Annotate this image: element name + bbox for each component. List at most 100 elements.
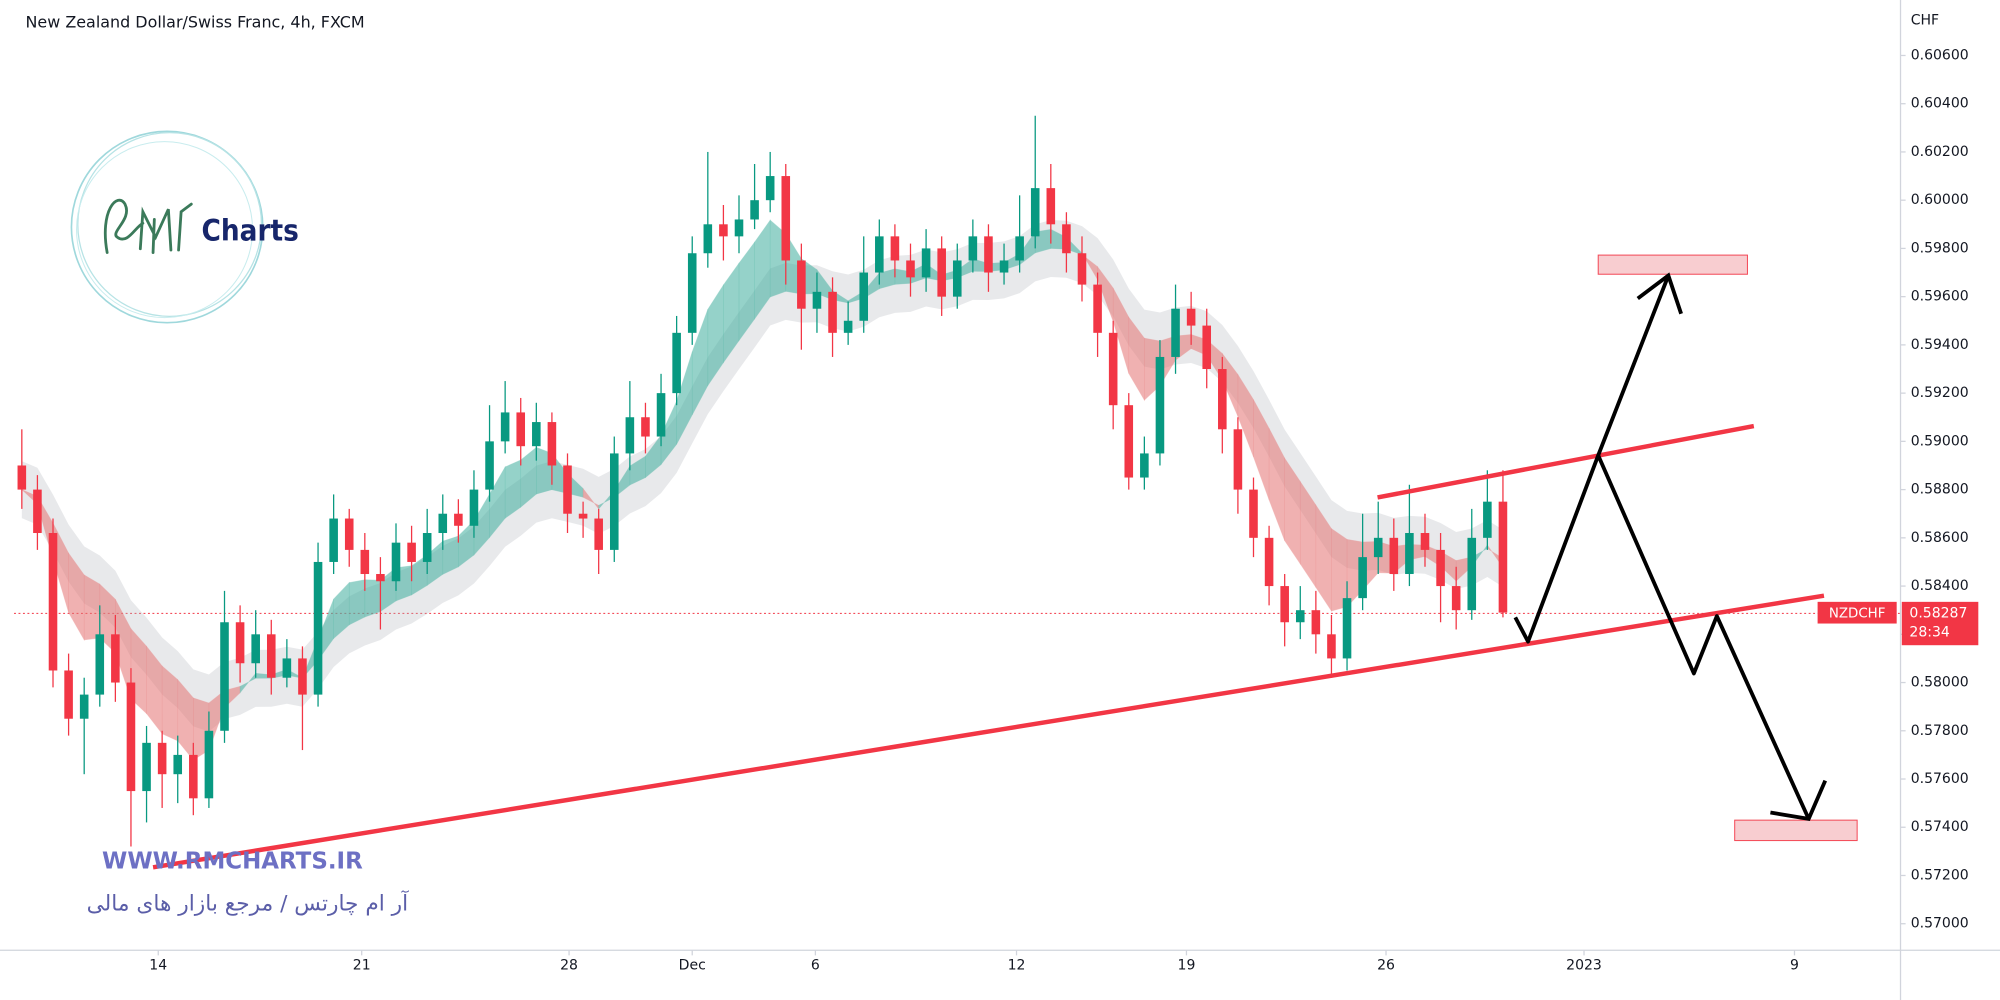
- candle-body: [1186, 308, 1196, 326]
- candle-body: [1046, 188, 1056, 225]
- symbol-tag-bg: [1817, 601, 1897, 624]
- candle-body: [220, 622, 229, 731]
- y-tick-label: 0.58600: [1911, 530, 1969, 546]
- indicator-layer: [21, 219, 1504, 761]
- candle-body: [33, 489, 42, 534]
- logo: Charts: [70, 130, 299, 324]
- candle-body: [282, 658, 292, 678]
- candle-body: [906, 260, 915, 278]
- y-tick-label: 0.58800: [1911, 482, 1969, 498]
- candle-body: [1155, 356, 1165, 454]
- candle-body: [843, 320, 853, 333]
- candle-body: [266, 634, 276, 678]
- candle-body: [391, 542, 401, 582]
- candle-body: [1436, 549, 1445, 587]
- candle-body: [1405, 533, 1414, 575]
- x-tick-label: 2023: [1566, 958, 1602, 974]
- trendline: [152, 593, 1825, 870]
- candle-body: [1483, 501, 1492, 538]
- candle-body: [173, 754, 183, 775]
- y-tick-label: 0.57400: [1911, 819, 1969, 835]
- candle-body: [1062, 224, 1071, 254]
- y-tick-label: 0.59200: [1911, 385, 1969, 401]
- candle-body: [765, 176, 775, 201]
- candle-body: [204, 730, 214, 799]
- candle-body: [672, 332, 681, 394]
- candle-body: [656, 393, 666, 437]
- x-tick-label: 26: [1377, 958, 1395, 974]
- candle-body: [1498, 501, 1508, 613]
- candle-body: [875, 236, 884, 273]
- candle-body: [1171, 308, 1180, 357]
- candle-body: [235, 622, 245, 664]
- candle-body: [812, 291, 822, 309]
- y-tick-label: 0.57600: [1911, 771, 1969, 787]
- candle-body: [563, 465, 572, 514]
- candle-body: [360, 549, 370, 575]
- candle-body: [750, 200, 759, 220]
- candle-body: [719, 224, 728, 237]
- x-tick-label: Dec: [679, 958, 706, 974]
- candle-body: [1140, 453, 1149, 478]
- candle-body: [797, 260, 806, 309]
- candle-body: [828, 291, 837, 333]
- candle-body: [1327, 634, 1336, 659]
- candle-body: [687, 253, 697, 333]
- candle-body: [1358, 557, 1367, 599]
- logo-ring: [77, 132, 263, 317]
- candle-body: [469, 489, 479, 526]
- candle-body: [516, 412, 526, 447]
- candle-body: [48, 533, 58, 671]
- candle-layer: [17, 115, 1508, 847]
- candle-body: [921, 248, 931, 278]
- candle-body: [95, 634, 105, 695]
- candle-body: [1218, 369, 1227, 430]
- candle-body: [79, 694, 89, 719]
- x-tick-label: 12: [1008, 958, 1026, 974]
- candle-body: [1467, 537, 1477, 611]
- candle-body: [1093, 284, 1102, 333]
- candle-body: [578, 513, 588, 519]
- candle-body: [344, 518, 354, 550]
- y-tick-label: 0.60200: [1911, 144, 1969, 160]
- y-tick-label: 0.60400: [1911, 96, 1969, 112]
- y-tick-label: 0.59400: [1911, 337, 1969, 353]
- y-tick-label: 0.58000: [1911, 675, 1969, 691]
- indicator-ribbon: [348, 579, 366, 626]
- candle-body: [625, 417, 635, 454]
- candle-body: [376, 574, 385, 582]
- candle-body: [859, 272, 869, 321]
- website: WWW.RMCHARTS.IR: [102, 849, 363, 875]
- candle-body: [1311, 610, 1321, 635]
- x-tick-label: 6: [811, 958, 820, 974]
- y-tick-label: 0.59600: [1911, 289, 1969, 305]
- arrow-head: [1636, 272, 1683, 315]
- arrow-path: [1596, 454, 1811, 820]
- x-tick-label: 9: [1790, 958, 1799, 974]
- candle-body: [485, 441, 494, 490]
- arrow-head: [1770, 779, 1828, 822]
- candle-body: [952, 260, 962, 297]
- y-tick-label: 0.60600: [1911, 47, 1969, 63]
- logo-text: Charts: [202, 214, 299, 248]
- candle-body: [641, 417, 650, 437]
- candle-body: [111, 634, 120, 683]
- candle-body: [313, 561, 323, 695]
- tagline: آر ام چارتس / مرجع بازار های مالی: [87, 889, 410, 916]
- candle-body: [1342, 598, 1352, 659]
- candle-body: [594, 518, 603, 550]
- candle-body: [189, 754, 198, 799]
- candle-body: [157, 742, 167, 775]
- logo-mark: [103, 198, 193, 254]
- logo-ring: [70, 130, 264, 324]
- drawings: [152, 254, 1858, 870]
- x-tick-label: 14: [149, 958, 167, 974]
- indicator-ribbon: [161, 665, 179, 742]
- candle-body: [1202, 325, 1212, 370]
- x-tick-label: 28: [560, 958, 578, 974]
- candle-body: [438, 513, 448, 534]
- y-tick-label: 0.59000: [1911, 433, 1969, 449]
- candle-body: [1233, 429, 1243, 490]
- price-tag-value: 0.58287: [1909, 605, 1967, 621]
